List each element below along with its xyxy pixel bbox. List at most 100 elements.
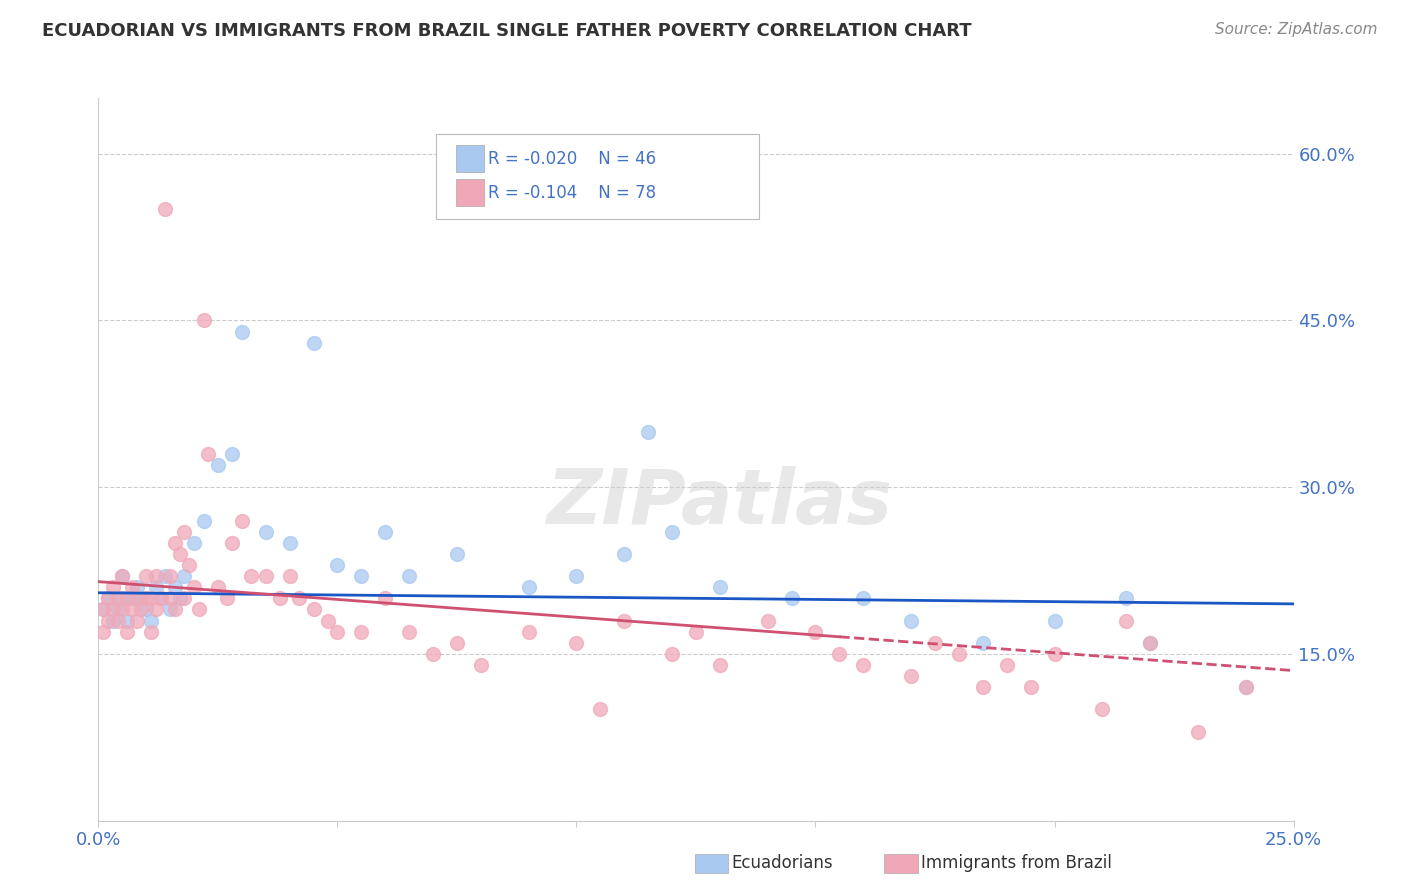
Point [207,458,229,472]
Point [350,624,373,639]
Point [254,524,277,539]
Point [107,591,129,606]
Point [446,547,468,561]
Point [155,202,177,217]
Point [173,591,195,606]
Point [1139,636,1161,650]
Text: R = -0.020    N = 46: R = -0.020 N = 46 [488,150,657,168]
Point [145,569,167,583]
Point [183,535,205,549]
Point [316,614,339,628]
Point [1115,614,1137,628]
Point [302,602,325,616]
Point [254,569,277,583]
Point [107,614,129,628]
Point [565,569,588,583]
Point [1043,614,1066,628]
Point [613,547,636,561]
Point [422,647,444,661]
Point [1115,591,1137,606]
Point [924,636,946,650]
Point [155,569,177,583]
Point [97,591,120,606]
Point [163,580,186,594]
Point [852,591,875,606]
Point [231,325,253,339]
Point [221,535,243,549]
Point [589,702,612,716]
Point [1043,647,1066,661]
Point [302,335,325,350]
Point [326,624,349,639]
Point [780,591,803,606]
Point [661,647,683,661]
Point [288,591,311,606]
Point [97,591,120,606]
Point [115,614,138,628]
Point [169,591,191,606]
Point [173,524,195,539]
Point [145,602,167,616]
Point [111,602,134,616]
Point [565,636,588,650]
Point [131,591,153,606]
Point [326,558,349,572]
Point [125,591,148,606]
Point [91,602,114,616]
Point [470,658,492,673]
Point [135,591,157,606]
Point [121,591,143,606]
Point [101,614,124,628]
Point [97,614,120,628]
Point [159,591,181,606]
Point [149,591,172,606]
Point [1234,680,1257,694]
Text: Source: ZipAtlas.com: Source: ZipAtlas.com [1215,22,1378,37]
Point [1234,680,1257,694]
Point [269,591,291,606]
Point [374,591,396,606]
Point [115,624,138,639]
Point [709,658,731,673]
Point [193,313,215,327]
Point [278,535,301,549]
Point [163,535,186,549]
Point [972,636,994,650]
Point [637,425,659,439]
Point [207,580,229,594]
Point [111,569,134,583]
Point [852,658,875,673]
Point [187,602,209,616]
Point [111,591,134,606]
Point [135,602,157,616]
Point [101,580,124,594]
Point [374,524,396,539]
Point [517,624,540,639]
Point [91,624,114,639]
Point [169,547,191,561]
Point [135,569,157,583]
Point [828,647,851,661]
Point [709,580,731,594]
Point [163,602,186,616]
Point [948,647,970,661]
Point [972,680,994,694]
Point [1187,724,1209,739]
Point [183,580,205,594]
Point [173,569,195,583]
Point [125,580,148,594]
Text: ECUADORIAN VS IMMIGRANTS FROM BRAZIL SINGLE FATHER POVERTY CORRELATION CHART: ECUADORIAN VS IMMIGRANTS FROM BRAZIL SIN… [42,22,972,40]
Point [139,624,162,639]
Point [995,658,1018,673]
Point [131,602,153,616]
Point [398,569,420,583]
Point [139,614,162,628]
Point [398,624,420,639]
Point [111,569,134,583]
Text: Immigrants from Brazil: Immigrants from Brazil [921,855,1112,872]
Point [1091,702,1114,716]
Point [613,614,636,628]
Point [685,624,707,639]
Point [900,614,922,628]
Point [115,591,138,606]
